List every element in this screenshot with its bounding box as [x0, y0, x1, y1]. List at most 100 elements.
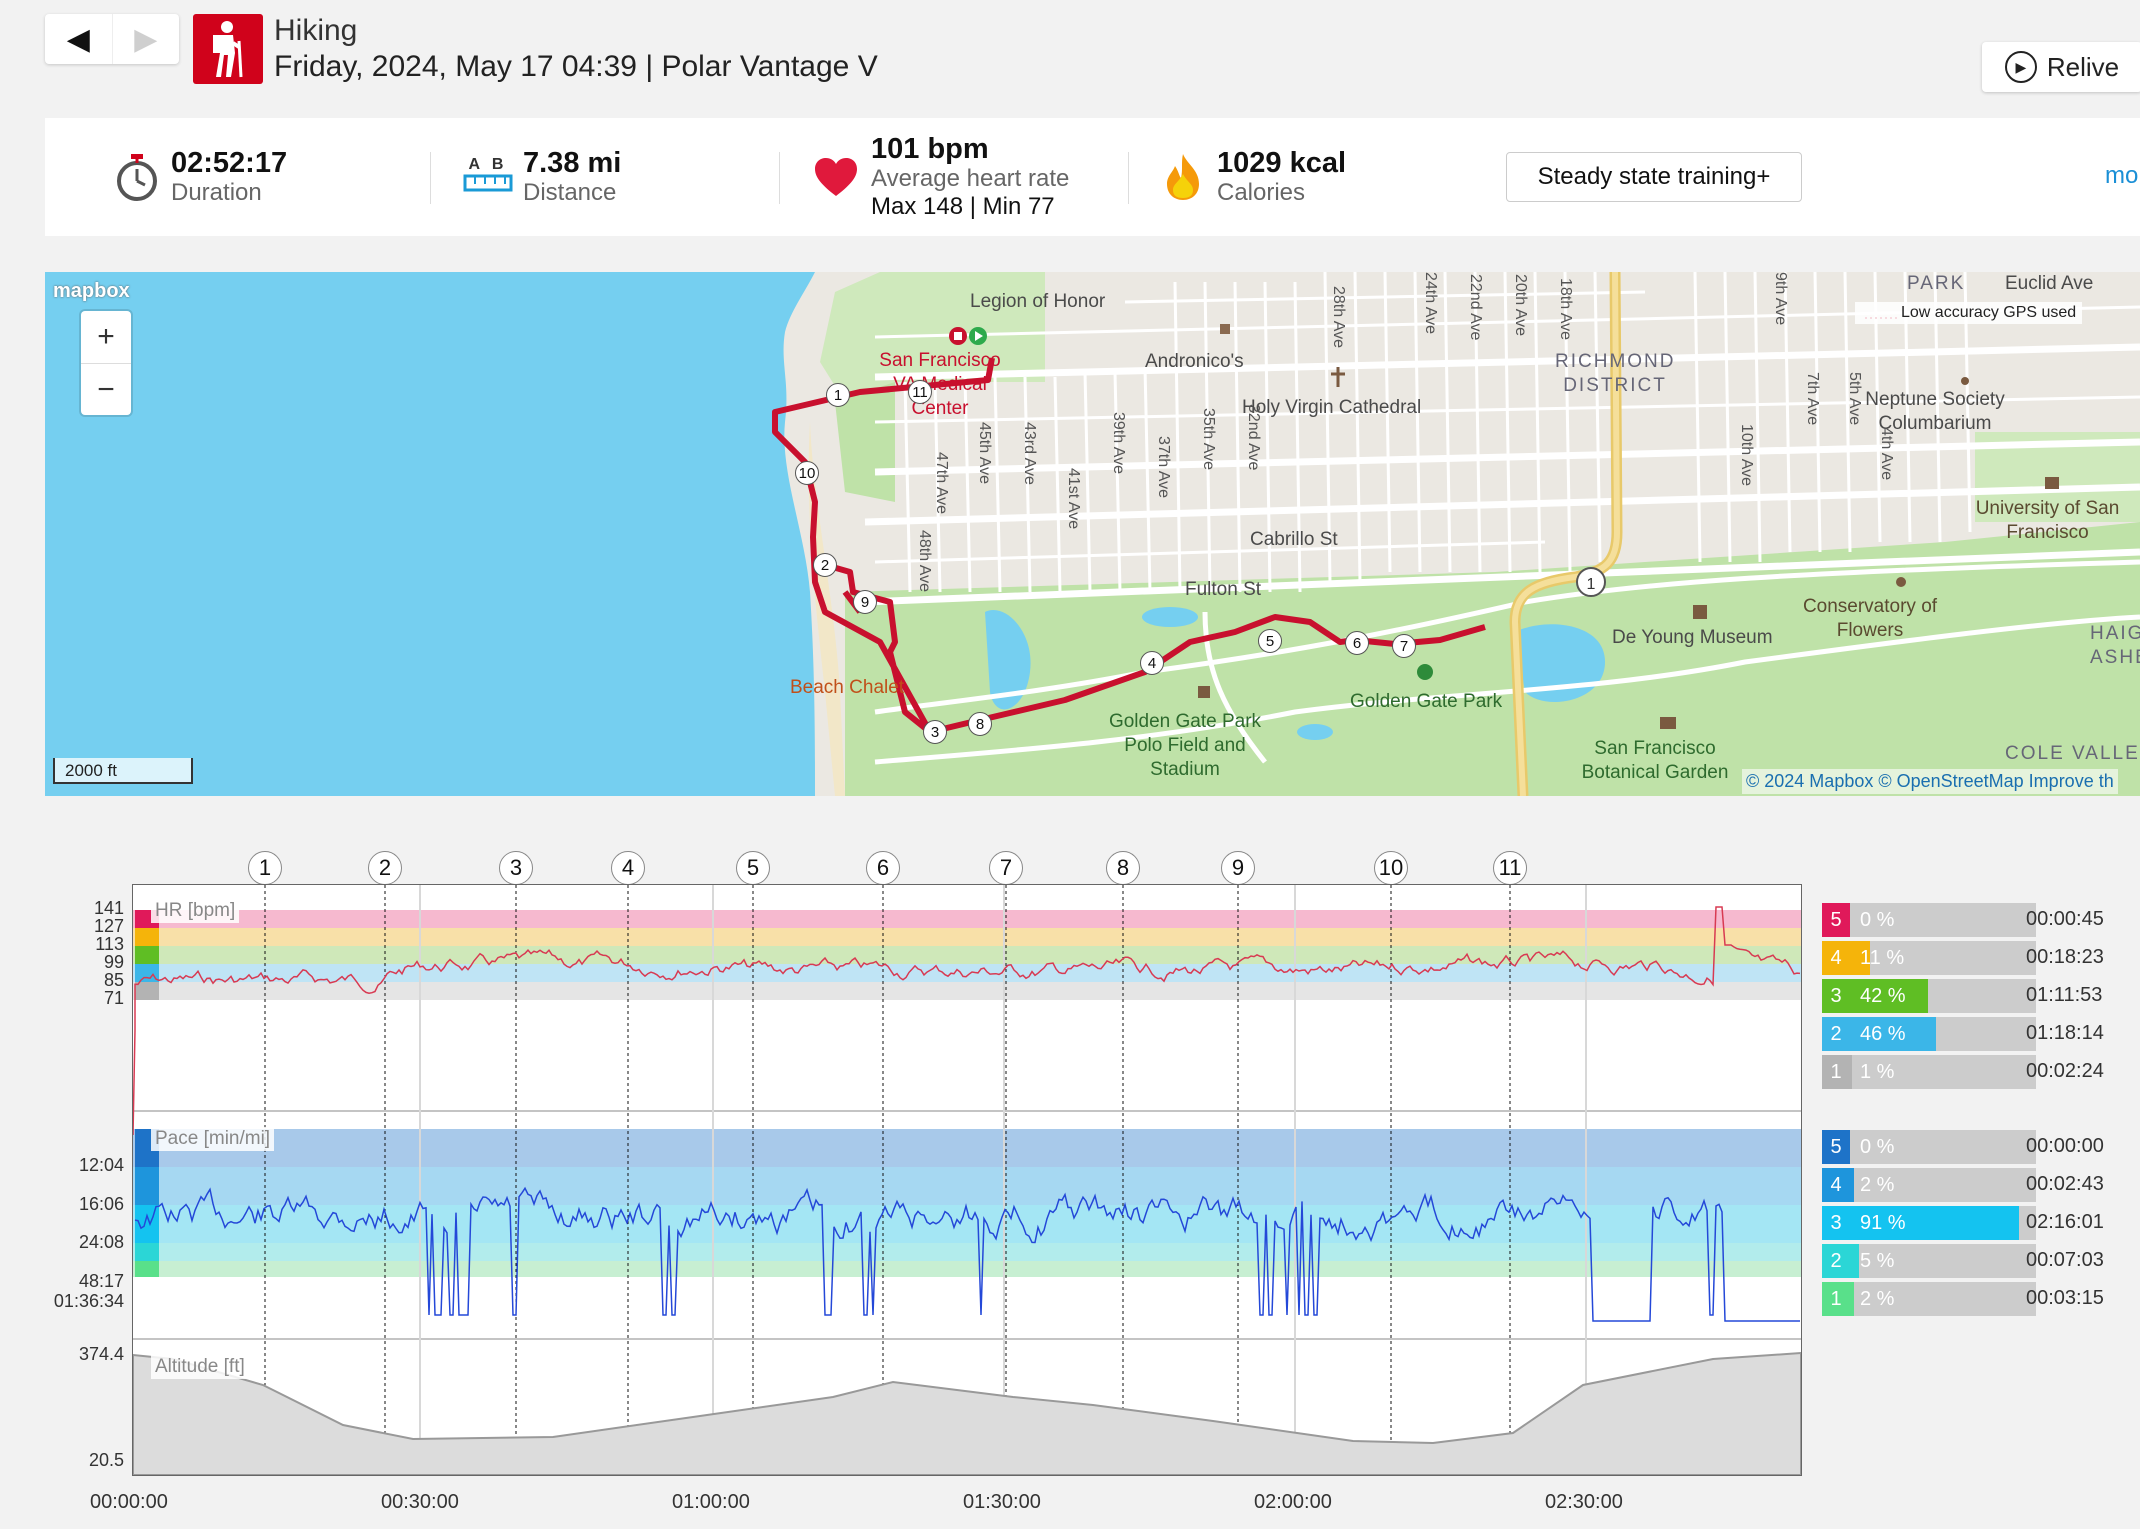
pace-zone-fill [1850, 1282, 1854, 1316]
map-lap-marker[interactable]: 6 [1345, 631, 1369, 655]
next-workout-button[interactable]: ▶ [111, 14, 180, 64]
map-scale: 2000 ft [53, 758, 193, 784]
altitude-tick: 374.4 [78, 1344, 124, 1364]
workout-charts[interactable]: HR [bpm] Pace [min/mi] Altitude [ft] [132, 884, 1802, 1476]
map-label: Cabrillo St [1250, 529, 1338, 550]
lap-marker[interactable]: 5 [736, 851, 770, 885]
lap-marker[interactable]: 3 [499, 851, 533, 885]
lap-marker[interactable]: 11 [1493, 851, 1527, 885]
street-label: 22nd Ave [1467, 274, 1484, 341]
pace-zone-row[interactable]: 2 5 % [1822, 1244, 2036, 1278]
street-label: 37th Ave [1155, 436, 1172, 498]
hr-zone-bar: 0 % [1850, 903, 2036, 937]
distance-stat: A B 7.38 mi Distance [463, 118, 621, 236]
hr-zone-row[interactable]: 5 0 % [1822, 903, 2036, 937]
distance-icon: A B [463, 156, 513, 199]
street-label: 39th Ave [1110, 412, 1127, 474]
pace-zone-percent: 91 % [1860, 1212, 1906, 1234]
training-benefit-button[interactable]: Steady state training+ [1506, 152, 1802, 202]
pace-zone-number: 1 [1822, 1282, 1850, 1316]
summary-bar: 02:52:17 Duration A B 7.38 mi Distance 1… [45, 118, 2140, 236]
time-tick: 00:30:00 [381, 1491, 459, 1513]
pace-zone-bar: 2 % [1850, 1168, 2036, 1202]
pace-zone-fill [1850, 1206, 2020, 1240]
map-label: RICHMOND DISTRICT [1555, 351, 1676, 396]
relive-button[interactable]: ▶ Relive [1982, 42, 2140, 92]
workout-subtitle: Friday, 2024, May 17 04:39 | Polar Vanta… [274, 50, 878, 83]
hr-zone-time: 01:18:14 [2026, 1022, 2104, 1044]
hr-zone-number: 2 [1822, 1017, 1850, 1051]
lap-marker[interactable]: 2 [368, 851, 402, 885]
pace-zone-percent: 2 % [1860, 1288, 1895, 1310]
pace-zone-row[interactable]: 5 0 % [1822, 1130, 2036, 1164]
duration-value: 02:52:17 [171, 147, 288, 179]
distance-label: Distance [523, 179, 617, 206]
lap-marker[interactable]: 4 [611, 851, 645, 885]
time-tick: 00:00:00 [90, 1491, 168, 1513]
hr-zone-number: 5 [1822, 903, 1850, 937]
map-lap-marker[interactable]: 7 [1392, 634, 1416, 658]
pace-zone-row[interactable]: 1 2 % [1822, 1282, 2036, 1316]
pace-zone-row[interactable]: 3 91 % [1822, 1206, 2036, 1240]
hr-zone-row[interactable]: 2 46 % [1822, 1017, 2036, 1051]
map-lap-marker[interactable]: 10 [795, 461, 819, 485]
lap-marker[interactable]: 6 [866, 851, 900, 885]
hr-zone-fill [1850, 1017, 1936, 1051]
street-label: 5th Ave [1846, 372, 1863, 426]
lap-marker[interactable]: 8 [1106, 851, 1140, 885]
calories-value: 1029 kcal [1217, 147, 1347, 179]
street-label: 32nd Ave [1245, 404, 1262, 471]
hr-zone-row[interactable]: 4 11 % [1822, 941, 2036, 975]
pace-zone-bar: 91 % [1850, 1206, 2036, 1240]
street-label: 24th Ave [1422, 272, 1439, 334]
map-lap-marker[interactable]: 11 [908, 380, 932, 404]
low-accuracy-legend: Low accuracy GPS used [1855, 302, 2083, 324]
lap-marker[interactable]: 1 [248, 851, 282, 885]
pace-zone-band [133, 1129, 1801, 1167]
calories-label: Calories [1217, 179, 1306, 206]
map-lap-marker[interactable]: 1 [826, 383, 850, 407]
pace-tick: 48:17 [78, 1271, 124, 1291]
pace-zone-time: 00:02:43 [2026, 1173, 2104, 1195]
map-lap-marker[interactable]: 2 [813, 553, 837, 577]
lap-marker[interactable]: 7 [989, 851, 1023, 885]
time-tick: 01:00:00 [672, 1491, 750, 1513]
hr-zone-row[interactable]: 1 1 % [1822, 1055, 2036, 1089]
heart-rate-minmax: Max 148 | Min 77 [871, 193, 1055, 220]
pace-zone-time: 02:16:01 [2026, 1211, 2104, 1233]
zoom-out-button[interactable]: − [97, 373, 115, 406]
mapbox-logo: mapbox [53, 280, 130, 302]
lap-marker[interactable]: 9 [1221, 851, 1255, 885]
map-attribution[interactable]: © 2024 Mapbox © OpenStreetMap Improve th [1742, 769, 2118, 794]
hr-zone-swatch [135, 982, 159, 1000]
pace-zone-row[interactable]: 4 2 % [1822, 1168, 2036, 1202]
hr-zone-percent: 0 % [1860, 909, 1895, 931]
route-map[interactable]: 1 mapbox + − 2000 ft Low accuracy GPS us… [45, 272, 2140, 796]
map-lap-marker[interactable]: 3 [923, 720, 947, 744]
play-icon: ▶ [2004, 51, 2037, 83]
pace-zone-number: 5 [1822, 1130, 1850, 1164]
more-link[interactable]: mo [2105, 162, 2139, 189]
map-lap-marker[interactable]: 4 [1140, 651, 1164, 675]
street-label: 4th Ave [1878, 427, 1895, 481]
map-label: Beach Chalet [790, 677, 905, 698]
pace-zone-swatch [135, 1167, 159, 1205]
map-lap-marker[interactable]: 8 [968, 712, 992, 736]
hr-zone-percent: 11 % [1860, 947, 1905, 969]
hr-zone-row[interactable]: 3 42 % [1822, 979, 2036, 1013]
map-label: San Francisco VA Medical Center [879, 350, 1001, 419]
map-label: PARK [1907, 273, 1966, 294]
previous-workout-button[interactable]: ◀ [66, 22, 90, 56]
pace-zone-bar: 2 % [1850, 1282, 2036, 1316]
chart-canvas [133, 885, 1801, 1475]
map-lap-marker[interactable]: 5 [1258, 629, 1282, 653]
map-lap-marker[interactable]: 9 [853, 590, 877, 614]
hr-zone-bar: 11 % [1850, 941, 2036, 975]
lap-marker[interactable]: 10 [1374, 851, 1408, 885]
pace-zone-number: 4 [1822, 1168, 1850, 1202]
street-label: 48th Ave [916, 530, 933, 592]
hr-zone-percent: 46 % [1860, 1023, 1906, 1045]
hr-zone-band [133, 928, 1801, 946]
zoom-in-button[interactable]: + [81, 311, 131, 364]
hr-zone-time: 00:18:23 [2026, 946, 2104, 968]
